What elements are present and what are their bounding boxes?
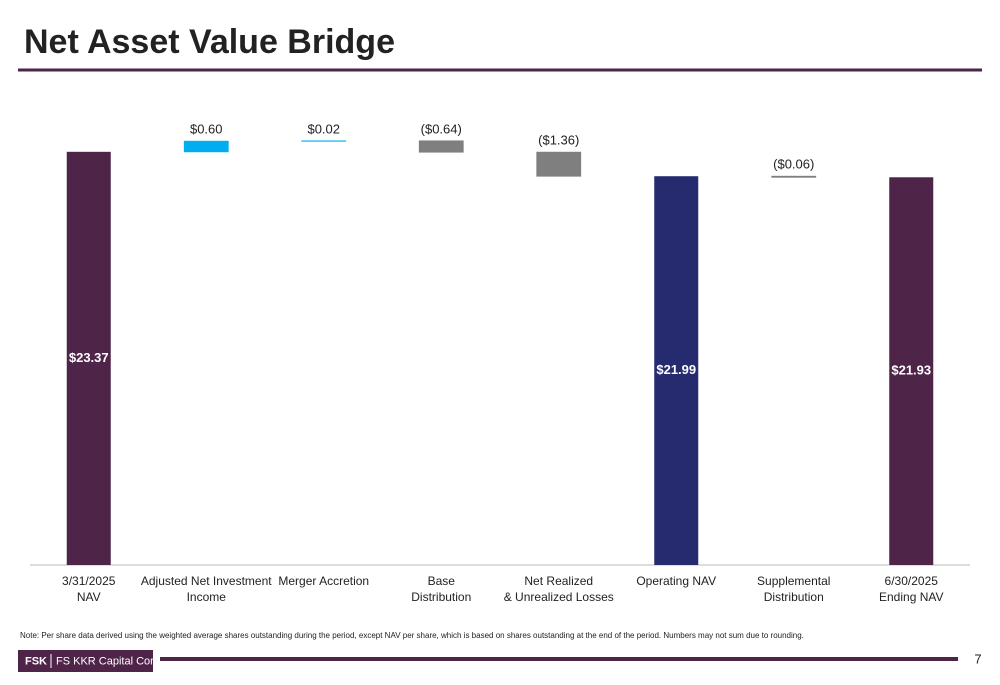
bar	[654, 176, 699, 565]
slide-title: Net Asset Value Bridge	[24, 23, 395, 61]
bar	[66, 151, 111, 565]
logo-box	[18, 650, 153, 672]
value-label: $21.99	[656, 362, 696, 377]
bar	[536, 151, 582, 177]
bar	[183, 140, 229, 153]
value-label: $23.37	[69, 350, 109, 365]
x-tick-label: Net Realized	[524, 574, 593, 588]
x-tick-label: Supplemental	[757, 574, 830, 588]
x-tick-label: Merger Accretion	[278, 574, 369, 588]
logo-bold: FSK	[25, 655, 47, 667]
value-label: ($1.36)	[538, 133, 579, 148]
x-tick-label: Distribution	[764, 590, 824, 604]
bar	[771, 175, 817, 178]
page-number: 7	[974, 651, 981, 666]
value-label: $0.60	[190, 122, 223, 137]
x-tick-label: Distribution	[411, 590, 471, 604]
x-tick-label: Adjusted Net Investment	[141, 574, 272, 588]
x-tick-label: & Unrealized Losses	[504, 590, 614, 604]
x-tick-label: Ending NAV	[879, 590, 943, 604]
footnote: Note: Per share data derived using the w…	[20, 631, 804, 640]
bar	[889, 177, 934, 566]
x-tick-label: 3/31/2025	[62, 574, 116, 588]
logo-text: FS KKR Capital Corp.	[56, 655, 163, 667]
value-label: $0.02	[307, 121, 340, 136]
value-label: ($0.06)	[773, 157, 814, 172]
x-tick-label: NAV	[77, 590, 101, 604]
x-tick-label: Income	[187, 590, 227, 604]
value-label: ($0.64)	[421, 121, 462, 136]
x-tick-label: Base	[428, 574, 456, 588]
value-label: $21.93	[891, 363, 931, 378]
x-tick-label: 6/30/2025	[885, 574, 939, 588]
x-tick-label: Operating NAV	[636, 574, 716, 588]
bar	[418, 140, 464, 153]
